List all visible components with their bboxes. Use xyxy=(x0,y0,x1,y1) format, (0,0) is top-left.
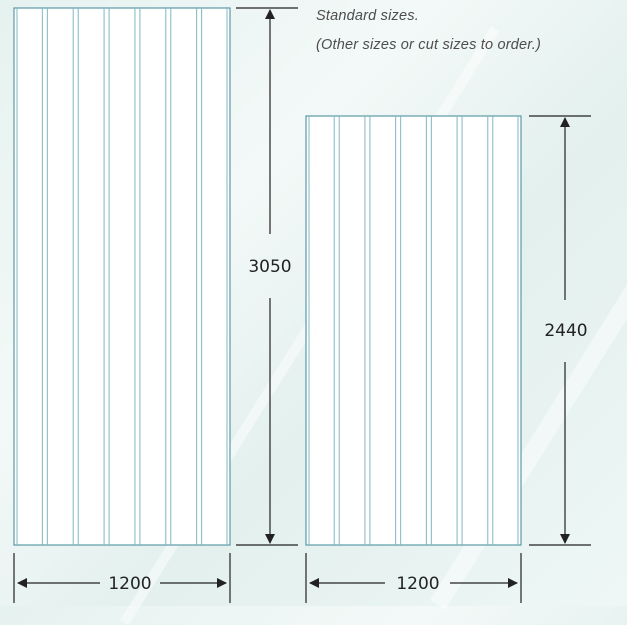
short-height-dimension xyxy=(529,115,591,546)
short-panel-ribs xyxy=(308,116,519,545)
tall-panel-sheet xyxy=(13,7,231,546)
tall-width-dimension xyxy=(13,553,231,603)
standard-sizes-note: Standard sizes. xyxy=(316,8,419,24)
short-width-label: 1200 xyxy=(396,574,439,594)
tall-height-label: 3050 xyxy=(248,257,291,277)
short-panel-sheet xyxy=(305,115,522,546)
custom-sizes-note: (Other sizes or cut sizes to order.) xyxy=(316,37,542,53)
short-height-label: 2440 xyxy=(544,321,587,341)
short-width-dimension xyxy=(305,553,522,603)
tall-width-label: 1200 xyxy=(108,574,151,594)
tall-height-dimension xyxy=(236,7,298,546)
tall-panel xyxy=(13,7,231,546)
short-panel xyxy=(305,115,522,546)
panel-size-diagram: 3050 2440 1200 1200 xyxy=(13,7,591,603)
tall-panel-ribs xyxy=(16,8,228,545)
